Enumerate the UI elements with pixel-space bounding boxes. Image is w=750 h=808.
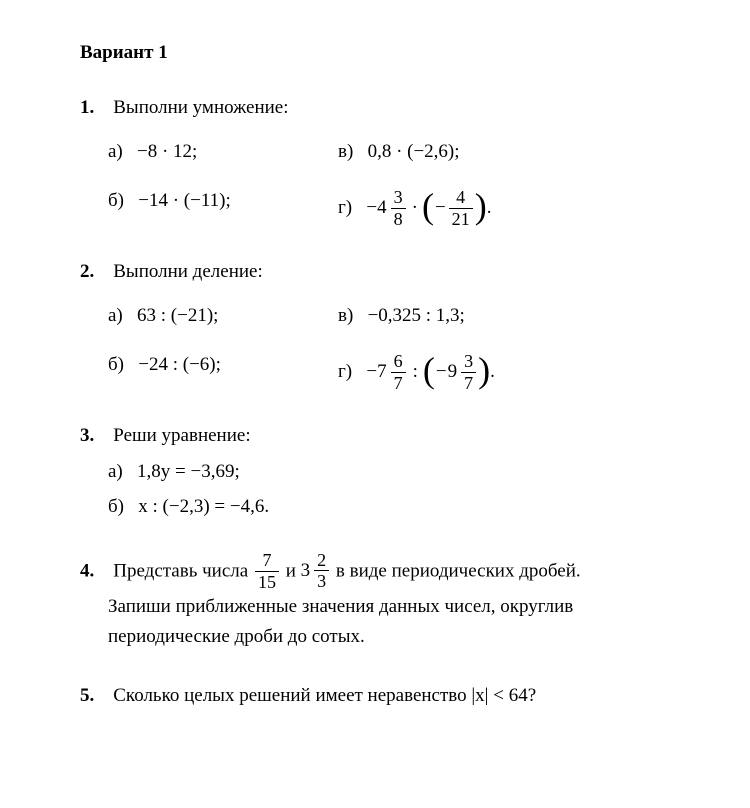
mixed-whole: 4	[377, 195, 387, 222]
expr-2a: 63 : (−21);	[137, 305, 218, 326]
fraction: 2 3	[314, 551, 329, 592]
fraction: 6 7	[391, 352, 406, 393]
task-1-item-b: б) −14 · (−11);	[108, 188, 338, 229]
expr-1a: −8 · 12;	[137, 141, 197, 162]
task-4: 4. Представь числа 7 15 и 3 2 3 в виде п…	[80, 551, 690, 653]
task-1: 1. Выполни умножение: а) −8 · 12; в) 0,8…	[80, 95, 690, 229]
tail: .	[487, 195, 492, 222]
fraction: 4 21	[449, 188, 473, 229]
label-a: а)	[108, 461, 123, 482]
fraction: 3 8	[391, 188, 406, 229]
task-4-after: в виде периодических дробей.	[336, 560, 581, 581]
task-2-item-a: а) 63 : (−21);	[108, 303, 338, 330]
label-g: г)	[338, 197, 352, 218]
numerator: 2	[314, 551, 329, 572]
task-2-number: 2.	[80, 261, 94, 282]
spacer	[99, 685, 109, 706]
spacer	[99, 560, 109, 581]
task-2-heading: 2. Выполни деление:	[80, 259, 690, 286]
task-3-number: 3.	[80, 425, 94, 446]
label-b: б)	[108, 190, 124, 211]
numerator: 4	[449, 188, 473, 209]
expr-1v: 0,8 · (−2,6);	[368, 141, 460, 162]
fraction: 7 15	[255, 551, 279, 592]
numerator: 7	[255, 551, 279, 572]
task-4-lead: Представь числа	[113, 560, 253, 581]
task-2-item-b: б) −24 : (−6);	[108, 352, 338, 393]
task-1-prompt: Выполни умножение:	[113, 97, 288, 118]
spacer	[99, 425, 109, 446]
denominator: 7	[391, 373, 406, 393]
expr-2b: −24 : (−6);	[138, 354, 221, 375]
task-1-item-g: г) − 4 3 8 · ( − 4	[338, 188, 690, 229]
mixed-whole: 9	[448, 359, 458, 386]
spacer	[99, 261, 109, 282]
task-2: 2. Выполни деление: а) 63 : (−21); в) −0…	[80, 259, 690, 393]
mixed-whole: 3	[301, 553, 311, 589]
task-1-number: 1.	[80, 97, 94, 118]
expr-2v: −0,325 : 1,3;	[368, 305, 465, 326]
tail: .	[490, 359, 495, 386]
denominator: 15	[255, 572, 279, 592]
task-1-heading: 1. Выполни умножение:	[80, 95, 690, 122]
numerator: 3	[461, 352, 476, 373]
mixed-number: 3 2 3	[301, 551, 332, 592]
task-1-item-v: в) 0,8 · (−2,6);	[338, 139, 690, 166]
spacer	[99, 97, 109, 118]
numerator: 3	[391, 188, 406, 209]
label-b: б)	[108, 496, 124, 517]
task-2-item-g: г) − 7 6 7 : ( − 9	[338, 352, 690, 393]
expr-1b: −14 · (−11);	[138, 190, 231, 211]
expr-1g: − 4 3 8 · ( − 4 21 )	[366, 188, 491, 229]
denominator: 8	[391, 209, 406, 229]
task-1-item-a: а) −8 · 12;	[108, 139, 338, 166]
task-2-prompt: Выполни деление:	[113, 261, 263, 282]
task-4-mid: и	[286, 560, 301, 581]
task-5: 5. Сколько целых решений имеет неравенст…	[80, 683, 690, 710]
expr-3b: x : (−2,3) = −4,6.	[138, 496, 269, 517]
task-3-item-b: б) x : (−2,3) = −4,6.	[108, 494, 690, 521]
task-5-text: Сколько целых решений имеет неравенство …	[113, 685, 536, 706]
label-v: в)	[338, 305, 353, 326]
task-3-item-a: а) 1,8y = −3,69;	[108, 459, 690, 486]
task-4-line2: Запиши приближенные значения данных чисе…	[80, 592, 690, 653]
label-g: г)	[338, 361, 352, 382]
task-5-number: 5.	[80, 685, 94, 706]
expr-3a: 1,8y = −3,69;	[137, 461, 240, 482]
variant-title: Вариант 1	[80, 40, 690, 67]
label-a: а)	[108, 305, 123, 326]
numerator: 6	[391, 352, 406, 373]
label-b: б)	[108, 354, 124, 375]
task-4-number: 4.	[80, 560, 94, 581]
fraction: 3 7	[461, 352, 476, 393]
label-v: в)	[338, 141, 353, 162]
task-3-prompt: Реши уравнение:	[113, 425, 250, 446]
denominator: 7	[461, 373, 476, 393]
denominator: 21	[449, 209, 473, 229]
task-3-heading: 3. Реши уравнение:	[80, 423, 690, 450]
task-3: 3. Реши уравнение: а) 1,8y = −3,69; б) x…	[80, 423, 690, 521]
mixed-whole: 7	[377, 359, 387, 386]
label-a: а)	[108, 141, 123, 162]
denominator: 3	[314, 571, 329, 591]
task-4-line1: 4. Представь числа 7 15 и 3 2 3 в виде п…	[80, 551, 690, 592]
task-2-item-v: в) −0,325 : 1,3;	[338, 303, 690, 330]
expr-2g: − 7 6 7 : ( − 9 3	[366, 352, 495, 393]
